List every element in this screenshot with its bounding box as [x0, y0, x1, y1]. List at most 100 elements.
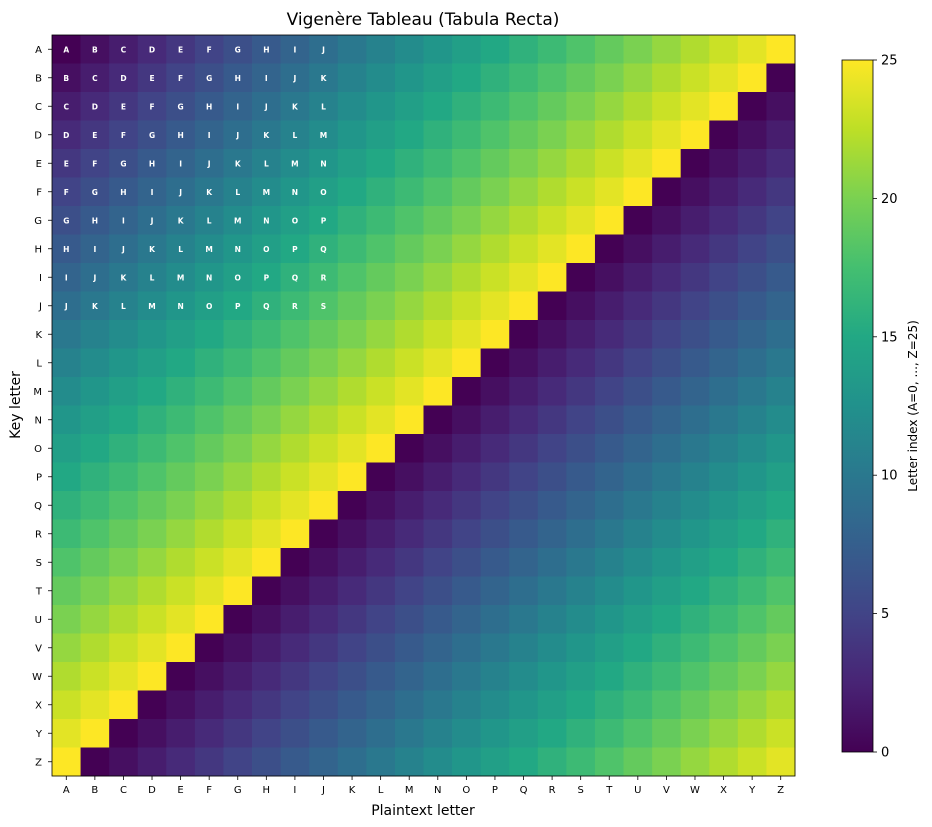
heatmap-cell-P-M	[394, 462, 424, 492]
heatmap-cell-X-U	[623, 690, 653, 720]
heatmap-cell-Q-Y	[737, 491, 767, 520]
y-tick-label-X: X	[35, 700, 42, 711]
heatmap-cell-E-X	[709, 149, 739, 178]
heatmap-cell-J-L	[366, 291, 396, 321]
x-axis-label: Plaintext letter	[371, 803, 475, 819]
heatmap-cell-R-B	[80, 519, 110, 549]
heatmap-cell-D-S	[566, 120, 596, 150]
heatmap-cell-W-G	[223, 662, 253, 691]
heatmap-cell-C-R	[537, 92, 567, 121]
heatmap-cell-C-J	[309, 92, 339, 121]
heatmap-cell-J-Y	[737, 291, 767, 321]
heatmap-cell-S-Z	[766, 548, 796, 577]
heatmap-cell-L-T	[594, 348, 624, 378]
heatmap-cell-G-S	[566, 206, 596, 235]
heatmap-cell-K-L	[366, 320, 396, 349]
heatmap-cell-Q-R	[537, 491, 567, 520]
cell-label-C-F: H	[206, 102, 212, 111]
heatmap-cell-K-K	[337, 320, 367, 349]
heatmap-cell-D-R	[537, 120, 567, 150]
heatmap-cell-P-U	[623, 462, 653, 492]
cell-label-A-H: H	[263, 45, 269, 54]
heatmap-cell-A-K	[337, 35, 367, 64]
heatmap-cell-S-O	[452, 548, 482, 577]
heatmap-cell-Q-O	[452, 491, 482, 520]
heatmap-cell-C-Q	[509, 92, 539, 121]
heatmap-cell-L-R	[537, 348, 567, 378]
heatmap-cell-S-U	[623, 548, 653, 577]
heatmap-cell-D-O	[452, 120, 482, 150]
cell-label-E-H: L	[264, 159, 269, 168]
heatmap-cell-M-B	[80, 377, 110, 406]
colorbar-tick-label-15: 15	[881, 330, 898, 345]
heatmap-cell-A-Y	[737, 35, 767, 64]
heatmap-cell-G-T	[594, 206, 624, 235]
heatmap-cell-E-S	[566, 149, 596, 178]
y-axis-label: Key letter	[8, 371, 24, 439]
heatmap-cell-Q-A	[52, 491, 81, 520]
heatmap-cell-C-G	[223, 92, 253, 121]
heatmap-cell-H-D	[137, 234, 167, 264]
heatmap-cell-H-H	[252, 234, 282, 264]
cell-label-I-A: I	[65, 273, 68, 282]
heatmap-cell-F-F	[194, 177, 224, 207]
heatmap-cell-J-R	[537, 291, 567, 321]
y-tick-label-B: B	[35, 73, 42, 84]
heatmap-cell-R-G	[223, 519, 253, 549]
heatmap-cell-W-T	[594, 662, 624, 691]
colorbar-tick-label-25: 25	[881, 54, 898, 69]
heatmap-cell-A-L	[366, 35, 396, 64]
cell-label-E-E: I	[179, 159, 182, 168]
heatmap-cell-V-J	[309, 633, 339, 663]
heatmap-cell-D-K	[337, 120, 367, 150]
heatmap-cell-N-Y	[737, 405, 767, 435]
cell-label-C-D: F	[149, 102, 154, 111]
cell-label-I-H: P	[264, 273, 270, 282]
heatmap-cell-P-V	[652, 462, 682, 492]
heatmap-cell-E-D	[137, 149, 167, 178]
cell-label-E-D: H	[149, 159, 155, 168]
y-tick-label-W: W	[32, 672, 42, 683]
heatmap-cell-V-I	[280, 633, 310, 663]
cell-label-H-H: O	[263, 245, 269, 254]
heatmap-cell-C-F	[194, 92, 224, 121]
heatmap-cell-P-X	[709, 462, 739, 492]
heatmap-cell-X-D	[137, 690, 167, 720]
heatmap-cell-X-R	[537, 690, 567, 720]
heatmap-cell-K-H	[252, 320, 282, 349]
heatmap-cell-V-N	[423, 633, 453, 663]
cell-label-D-D: G	[149, 131, 155, 140]
heatmap-cell-V-Q	[509, 633, 539, 663]
heatmap-cell-W-L	[366, 662, 396, 691]
y-tick-label-R: R	[35, 529, 42, 540]
heatmap-cell-N-B	[80, 405, 110, 435]
cell-label-H-J: Q	[320, 245, 326, 254]
heatmap-cell-W-A	[52, 662, 81, 691]
cell-label-A-E: E	[178, 45, 183, 54]
heatmap-cell-W-J	[309, 662, 339, 691]
heatmap-cell-R-O	[452, 519, 482, 549]
heatmap-cell-M-M	[394, 377, 424, 406]
heatmap-cell-T-U	[623, 576, 653, 606]
heatmap-cell-J-B	[80, 291, 110, 321]
heatmap-cell-O-F	[194, 434, 224, 463]
heatmap-cell-I-T	[594, 263, 624, 292]
heatmap-cell-Z-B	[80, 747, 110, 777]
heatmap-cell-C-X	[709, 92, 739, 121]
heatmap-cell-G-N	[423, 206, 453, 235]
heatmap-cell-O-E	[166, 434, 196, 463]
heatmap-cell-H-O	[452, 234, 482, 264]
heatmap-cell-A-M	[394, 35, 424, 64]
cell-label-D-H: K	[263, 131, 270, 140]
heatmap-cell-P-K	[337, 462, 367, 492]
colorbar	[841, 59, 874, 753]
heatmap-cell-A-Z	[766, 35, 796, 64]
heatmap-cell-H-T	[594, 234, 624, 264]
heatmap-cell-N-K	[337, 405, 367, 435]
heatmap-cell-I-N	[423, 263, 453, 292]
heatmap-cell-Y-C	[109, 719, 139, 748]
heatmap-cell-B-O	[452, 63, 482, 93]
heatmap-cell-Q-X	[709, 491, 739, 520]
heatmap-cell-V-H	[252, 633, 282, 663]
heatmap-cell-O-B	[80, 434, 110, 463]
